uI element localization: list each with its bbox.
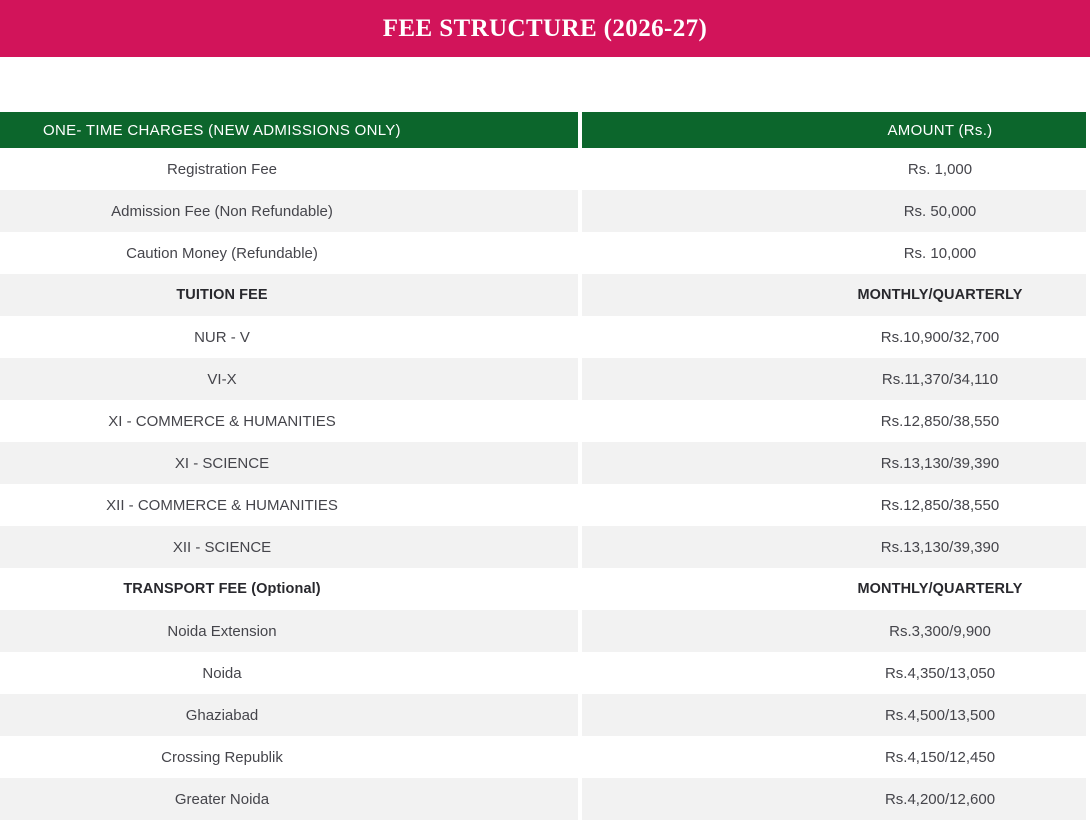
row-amount: Rs.4,350/13,050 <box>582 652 1086 694</box>
table-row: Noida Extension Rs.3,300/9,900 <box>0 610 1090 652</box>
row-label: XII - COMMERCE & HUMANITIES <box>0 484 578 526</box>
section-amount-header: MONTHLY/QUARTERLY <box>582 568 1086 610</box>
row-amount: Rs.13,130/39,390 <box>582 442 1086 484</box>
page-title-banner: FEE STRUCTURE (2026-27) <box>0 0 1090 57</box>
fee-table: ONE- TIME CHARGES (NEW ADMISSIONS ONLY) … <box>0 112 1090 820</box>
table-body: Registration Fee Rs. 1,000 Admission Fee (… <box>0 148 1090 820</box>
row-amount: Rs.13,130/39,390 <box>582 526 1086 568</box>
row-label: Crossing Republik <box>0 736 578 778</box>
row-label: Ghaziabad <box>0 694 578 736</box>
table-row: Greater Noida Rs.4,200/12,600 <box>0 778 1090 820</box>
table-row: NUR - V Rs.10,900/32,700 <box>0 316 1090 358</box>
section-header-row: TRANSPORT FEE (Optional) MONTHLY/QUARTERL… <box>0 568 1090 610</box>
table-row: Noida Rs.4,350/13,050 <box>0 652 1090 694</box>
table-row: XII - SCIENCE Rs.13,130/39,390 <box>0 526 1090 568</box>
row-label: Admission Fee (Non Refundable) <box>0 190 578 232</box>
table-row: XI - SCIENCE Rs.13,130/39,390 <box>0 442 1090 484</box>
row-label: NUR - V <box>0 316 578 358</box>
row-label: VI-X <box>0 358 578 400</box>
row-amount: Rs.4,150/12,450 <box>582 736 1086 778</box>
page-title: FEE STRUCTURE (2026-27) <box>382 14 708 42</box>
row-label: XI - SCIENCE <box>0 442 578 484</box>
table-row: Admission Fee (Non Refundable) Rs. 50,000 <box>0 190 1090 232</box>
row-amount: Rs. 50,000 <box>582 190 1086 232</box>
section-header-row: TUITION FEE MONTHLY/QUARTERLY <box>0 274 1090 316</box>
row-label: XI - COMMERCE & HUMANITIES <box>0 400 578 442</box>
row-amount: Rs.12,850/38,550 <box>582 400 1086 442</box>
section-label: TRANSPORT FEE (Optional) <box>0 568 578 610</box>
table-row: VI-X Rs.11,370/34,110 <box>0 358 1090 400</box>
row-label: Greater Noida <box>0 778 578 820</box>
table-row: XI - COMMERCE & HUMANITIES Rs.12,850/38,5… <box>0 400 1090 442</box>
section-amount-header: MONTHLY/QUARTERLY <box>582 274 1086 316</box>
row-label: Noida <box>0 652 578 694</box>
table-header-amount: AMOUNT (Rs.) <box>582 112 1086 148</box>
row-label: XII - SCIENCE <box>0 526 578 568</box>
row-label: Caution Money (Refundable) <box>0 232 578 274</box>
row-amount: Rs.3,300/9,900 <box>582 610 1086 652</box>
row-amount: Rs.4,500/13,500 <box>582 694 1086 736</box>
table-row: Crossing Republik Rs.4,150/12,450 <box>0 736 1090 778</box>
row-amount: Rs.10,900/32,700 <box>582 316 1086 358</box>
row-amount: Rs. 1,000 <box>582 148 1086 190</box>
row-amount: Rs.4,200/12,600 <box>582 778 1086 820</box>
row-amount: Rs.11,370/34,110 <box>582 358 1086 400</box>
table-row: Ghaziabad Rs.4,500/13,500 <box>0 694 1090 736</box>
row-label: Registration Fee <box>0 148 578 190</box>
table-row: Registration Fee Rs. 1,000 <box>0 148 1090 190</box>
table-header-row: ONE- TIME CHARGES (NEW ADMISSIONS ONLY) … <box>0 112 1090 148</box>
table-header-charges: ONE- TIME CHARGES (NEW ADMISSIONS ONLY) <box>0 112 578 148</box>
table-row: Caution Money (Refundable) Rs. 10,000 <box>0 232 1090 274</box>
row-amount: Rs. 10,000 <box>582 232 1086 274</box>
section-label: TUITION FEE <box>0 274 578 316</box>
row-amount: Rs.12,850/38,550 <box>582 484 1086 526</box>
table-row: XII - COMMERCE & HUMANITIES Rs.12,850/38,… <box>0 484 1090 526</box>
row-label: Noida Extension <box>0 610 578 652</box>
